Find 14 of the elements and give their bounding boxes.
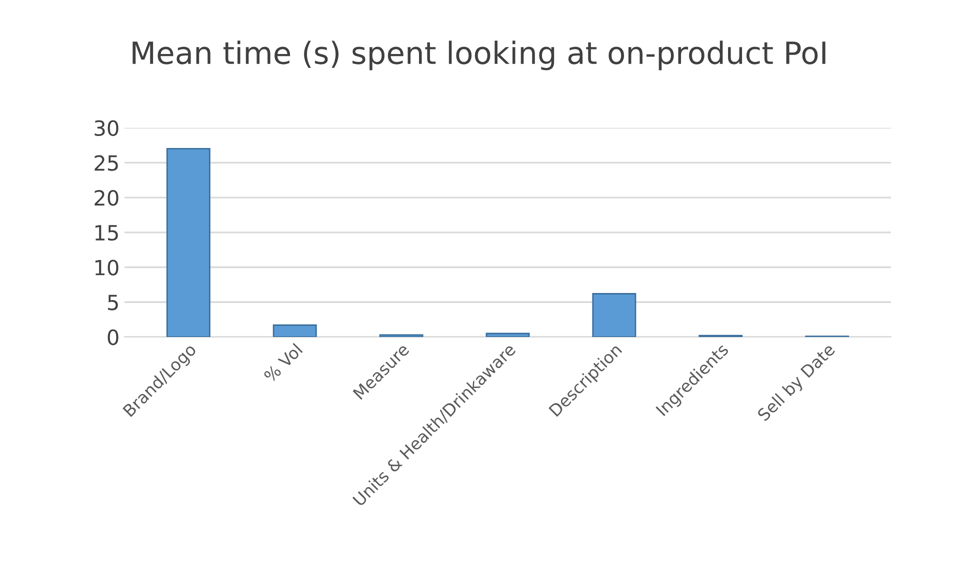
bar	[272, 324, 317, 337]
y-tick-label: 5	[108, 294, 118, 310]
y-tick-label: 20	[94, 190, 118, 206]
x-tick-label: % Vol	[262, 342, 303, 383]
bar	[592, 293, 636, 337]
y-tick-label: 10	[95, 260, 118, 276]
bar	[379, 334, 424, 337]
y-tick-label: 0	[108, 329, 118, 346]
y-tick-label: 30	[94, 120, 118, 136]
y-tick-label: 25	[94, 155, 118, 171]
bar	[166, 148, 210, 337]
bar	[486, 332, 530, 337]
y-tick-label: 15	[95, 225, 118, 241]
chart-title: Mean time (s) spent looking at on-product PoI	[132, 40, 826, 70]
